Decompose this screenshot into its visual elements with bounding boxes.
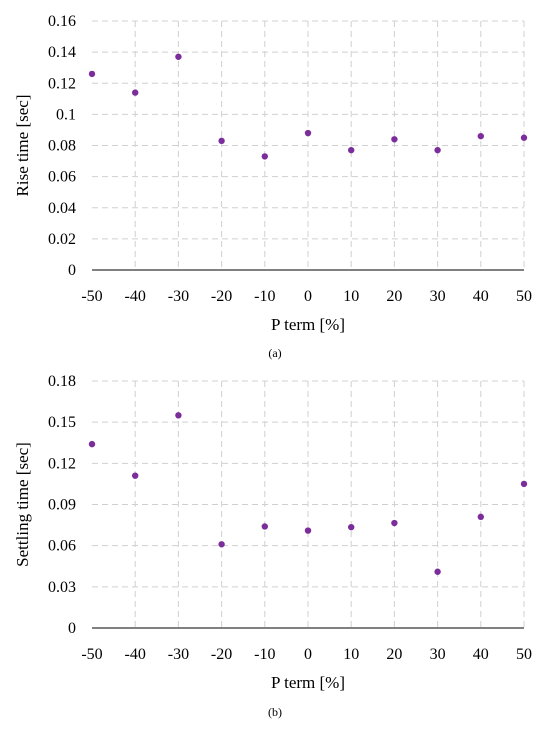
settling-time-y-tick-label: 0.12 (48, 455, 76, 472)
settling-time-data-point (261, 523, 268, 530)
settling-time-x-tick-label: -20 (211, 646, 232, 663)
settling-time-y-tick-label: 0.18 (48, 373, 76, 390)
rise-time-data-point (391, 136, 398, 143)
rise-time-data-point (132, 89, 139, 96)
settling-time-x-tick-label: -10 (254, 646, 275, 663)
settling-time-data-point (348, 523, 355, 531)
rise-time-x-tick-label: 10 (343, 288, 359, 305)
settling-time-x-tick-label: 0 (304, 646, 312, 663)
settling-time-y-tick-label: 0.15 (48, 414, 76, 431)
rise-time-x-tick-label: 40 (473, 288, 489, 305)
rise-time-x-tick-label: -40 (125, 288, 146, 305)
rise-time-y-tick-label: 0 (68, 262, 76, 279)
rise-time-x-tick-label: -20 (211, 288, 232, 305)
rise-time-data-point (261, 153, 268, 160)
rise-time-data-point (348, 146, 355, 154)
settling-time-x-tick-label: -30 (168, 646, 189, 663)
rise-time-data-points (88, 53, 528, 160)
settling-time-data-point (304, 527, 312, 534)
rise-time-data-point (477, 132, 484, 140)
rise-time-y-tick-label: 0.06 (48, 169, 76, 186)
rise-time-grid (92, 20, 525, 270)
settling-time-data-point (477, 513, 484, 521)
settling-time-y-tick-labels: 0 0.03 0.06 0.09 0.12 0.15 0.18 (48, 373, 76, 637)
settling-time-y-tick-label: 0.09 (48, 497, 76, 514)
rise-time-data-point (304, 129, 312, 137)
rise-time-y-tick-label: 0.12 (48, 75, 76, 92)
settling-time-x-tick-label: 40 (473, 646, 489, 663)
settling-time-x-tick-label: 10 (343, 646, 359, 663)
rise-time-data-point (520, 134, 528, 141)
rise-time-y-tick-label: 0.02 (48, 231, 76, 248)
rise-time-x-tick-label: 20 (386, 288, 402, 305)
rise-time-data-point (175, 53, 182, 60)
rise-time-x-tick-label: -10 (254, 288, 275, 305)
rise-time-data-point (218, 137, 225, 145)
settling-time-data-points (88, 412, 528, 575)
rise-time-x-axis-title: P term [%] (271, 315, 345, 334)
rise-time-y-tick-label: 0.14 (48, 44, 76, 61)
settling-time-x-tick-label: 50 (516, 646, 532, 663)
settling-time-y-axis-title: Settling time [sec] (13, 442, 32, 567)
settling-time-x-tick-labels: -50 -40 -30 -20 -10 0 10 20 30 40 50 (81, 646, 532, 663)
rise-time-y-tick-label: 0.16 (48, 13, 76, 30)
rise-time-x-tick-label: 0 (304, 288, 312, 305)
settling-time-data-point (175, 412, 182, 419)
rise-time-x-tick-label: 50 (516, 288, 532, 305)
rise-time-x-tick-label: -50 (81, 288, 102, 305)
rise-time-data-point (434, 146, 441, 154)
rise-time-data-point (88, 70, 96, 78)
settling-time-x-axis-title: P term [%] (271, 673, 345, 692)
settling-time-y-tick-label: 0 (68, 620, 76, 637)
settling-time-data-point (132, 472, 139, 479)
settling-time-x-tick-label: 20 (386, 646, 402, 663)
settling-time-data-point (218, 541, 225, 548)
rise-time-x-tick-label: -30 (168, 288, 189, 305)
rise-time-y-tick-label: 0.04 (48, 200, 76, 217)
settling-time-x-tick-label: -50 (81, 646, 102, 663)
rise-time-x-tick-labels: -50 -40 -30 -20 -10 0 10 20 30 40 50 (81, 288, 532, 305)
rise-time-y-tick-labels: 0 0.02 0.04 0.06 0.08 0.1 0.12 0.14 0.16 (48, 13, 76, 279)
settling-time-x-tick-label: -40 (125, 646, 146, 663)
rise-time-y-tick-label: 0.08 (48, 138, 76, 155)
rise-time-y-axis-title: Rise time [sec] (13, 95, 32, 197)
settling-time-y-tick-label: 0.03 (48, 579, 76, 596)
settling-time-data-point (391, 519, 398, 527)
settling-time-data-point (520, 480, 528, 488)
settling-time-data-point (434, 568, 441, 575)
settling-time-caption: (b) (268, 705, 282, 719)
rise-time-caption: (a) (268, 346, 281, 360)
rise-time-y-tick-label: 0.1 (56, 106, 76, 123)
settling-time-chart: -50 -40 -30 -20 -10 0 10 20 30 40 50 0 0.03 0.06 0.09… (13, 373, 532, 719)
settling-time-data-point (88, 440, 96, 448)
settling-time-x-tick-label: 30 (430, 646, 446, 663)
rise-time-x-tick-label: 30 (430, 288, 446, 305)
settling-time-y-tick-label: 0.06 (48, 538, 76, 555)
rise-time-chart: -50 -40 -30 -20 -10 0 10 20 30 40 50 0 0.02 0.04 0.06… (13, 13, 532, 360)
settling-time-grid (92, 380, 525, 628)
